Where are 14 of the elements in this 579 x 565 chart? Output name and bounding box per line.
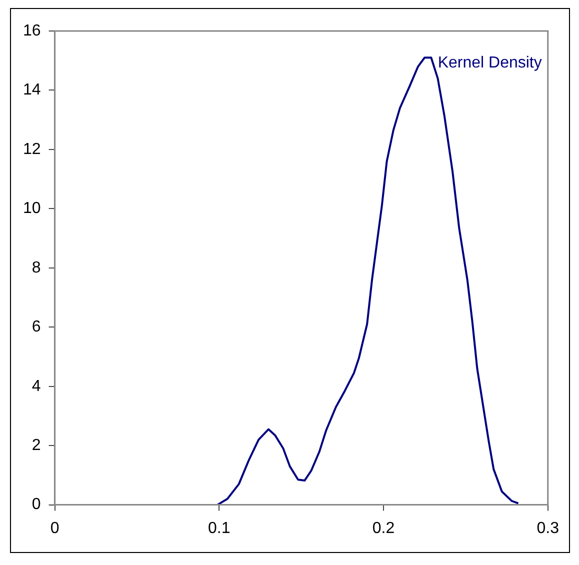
- y-tick-label: 14: [23, 82, 41, 99]
- series-label: Kernel Density: [438, 54, 542, 72]
- y-tick-label: 16: [23, 22, 41, 40]
- x-tick-label: 0.2: [372, 520, 395, 537]
- y-tick-label: 0: [32, 496, 41, 514]
- x-tick-label: 0.1: [208, 520, 230, 537]
- x-tick-label: 0: [50, 520, 60, 537]
- y-tick-label: 2: [32, 436, 41, 454]
- y-tick-label: 12: [23, 140, 41, 158]
- x-tick-label: 0.3: [536, 520, 560, 537]
- y-tick-label: 8: [32, 259, 41, 276]
- y-tick-label: 10: [23, 200, 41, 218]
- y-tick-label: 4: [32, 378, 41, 395]
- y-tick-label: 6: [32, 318, 41, 336]
